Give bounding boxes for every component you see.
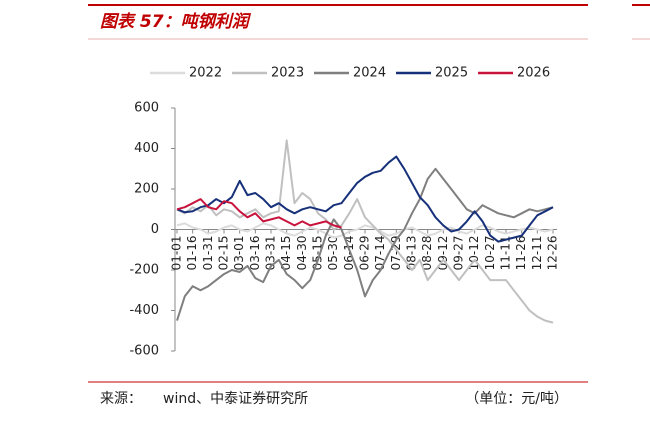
x-tick-label: 01-01 [170, 236, 184, 271]
x-tick-label: 01-31 [201, 236, 215, 271]
x-tick-label: 01-16 [185, 236, 199, 271]
line-series [176, 222, 554, 239]
y-tick-label: -600 [129, 344, 159, 359]
x-tick-label: 10-27 [483, 236, 497, 271]
x-tick-label: 02-15 [217, 236, 231, 271]
title: 图表 57：吨钢利润 [100, 12, 252, 32]
x-tick-label: 09-12 [436, 236, 450, 271]
legend-label: 2023 [271, 66, 304, 81]
y-tick-label: 600 [134, 101, 159, 116]
line-series [176, 167, 554, 321]
x-tick-label: 03-16 [248, 236, 262, 271]
x-tick-label: 12-26 [546, 236, 560, 271]
x-tick-label: 11-11 [499, 236, 513, 271]
x-tick-label: 08-13 [405, 236, 419, 271]
x-tick-label: 06-14 [342, 236, 356, 271]
unit: （单位：元/吨） [465, 391, 568, 407]
x-tick-label: 09-27 [452, 236, 466, 271]
y-tick-label: -400 [129, 303, 159, 318]
x-tick-label: 04-15 [279, 236, 293, 271]
x-tick-label: 04-30 [295, 236, 309, 271]
x-tick-label: 11-26 [514, 236, 528, 271]
x-tick-label: 06-29 [358, 236, 372, 271]
y-tick-label: -200 [129, 263, 159, 278]
y-tick-label: 0 [151, 222, 159, 237]
legend-label: 2024 [353, 66, 386, 81]
x-tick-label: 05-15 [311, 236, 325, 271]
x-tick-label: 03-31 [264, 236, 278, 271]
legend-label: 2025 [435, 66, 468, 81]
y-tick-label: 400 [134, 141, 159, 156]
x-tick-label: 05-30 [326, 236, 340, 271]
line-series [176, 155, 554, 243]
legend-label: 2026 [517, 66, 550, 81]
x-tick-label: 12-11 [530, 236, 544, 271]
line-series [176, 139, 554, 324]
x-tick-label: 10-12 [467, 236, 481, 271]
x-tick-label: 07-14 [373, 236, 387, 271]
source-label: 来源： [100, 391, 142, 407]
y-tick-label: 200 [134, 182, 159, 197]
line-series [176, 198, 342, 229]
x-tick-label: 03-01 [232, 236, 246, 271]
x-tick-label: 08-28 [420, 236, 434, 271]
source: wind、中泰证券研究所 [163, 391, 308, 407]
legend-label: 2022 [189, 66, 222, 81]
